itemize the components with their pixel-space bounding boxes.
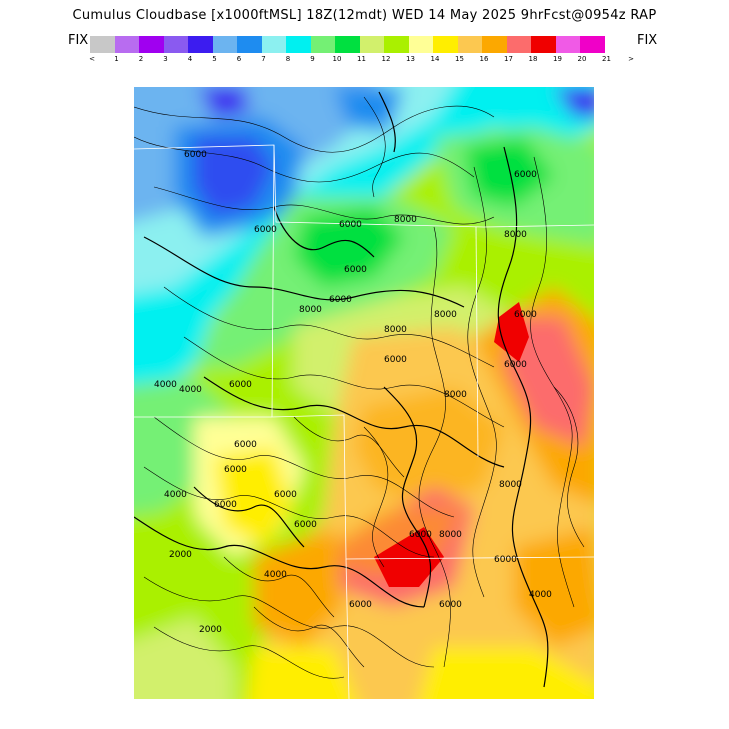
legend-swatch: [139, 36, 164, 53]
legend-tick-label: 1: [114, 55, 119, 63]
contour-label: 2000: [199, 625, 222, 635]
contour-label: 6000: [329, 295, 352, 305]
legend-swatch: [506, 36, 531, 53]
contour-label: 4000: [164, 490, 187, 500]
legend-swatch: [286, 36, 311, 53]
legend-swatch: [555, 36, 580, 53]
legend-tick-label: 19: [553, 55, 562, 63]
contour-label: 8000: [499, 480, 522, 490]
cloudbase-map: 6000 6000 6000 8000 6000 6000 6000 8000 6000 4000…: [134, 87, 594, 699]
legend-tick-label: 8: [285, 55, 291, 63]
fix-label-left: FIX: [68, 33, 89, 48]
high-cores: [374, 302, 529, 587]
contour-label: 6000: [224, 465, 247, 475]
contour-label: 6000: [409, 530, 432, 540]
legend-tick-label: 12: [381, 55, 391, 63]
contour-label: 4000: [264, 570, 287, 580]
contour-label: 6000: [494, 555, 517, 565]
contour-label: 4000: [179, 385, 202, 395]
contour-label: 6000: [294, 520, 317, 530]
legend-swatch: [237, 36, 262, 53]
legend-tick-label: 6: [236, 55, 242, 63]
contour-label: 8000: [299, 305, 322, 315]
legend-tick-label: 16: [479, 55, 489, 63]
legend-swatch: [188, 36, 213, 53]
legend-tick-label: 11: [357, 55, 366, 63]
legend-swatch: [335, 36, 360, 53]
legend-swatch: [90, 36, 115, 53]
legend-swatch: [114, 36, 139, 53]
contour-label: 8000: [504, 230, 527, 240]
contour-labels: 6000 6000 6000 8000 6000 6000 6000 8000 6000 4000…: [154, 150, 552, 635]
legend-tick-labels: <1 2 3 4 5 6 7 8 9 10 11 12 13 14 15 16 17 18 19 20 21 >: [89, 55, 639, 67]
contour-label: 8000: [384, 325, 407, 335]
contour-label: 6000: [344, 265, 367, 275]
contour-label: 8000: [444, 390, 467, 400]
legend-tick-label: 14: [430, 55, 440, 63]
legend-tick-label: 5: [212, 55, 217, 63]
legend-tick-label: 3: [163, 55, 168, 63]
legend-swatch: [310, 36, 335, 53]
legend-tick-label: 7: [261, 55, 266, 63]
contour-label: 2000: [169, 550, 192, 560]
legend-swatch: [163, 36, 188, 53]
legend-tick-label: 9: [310, 55, 315, 63]
legend-tick-label: 21: [602, 55, 611, 63]
legend-tick-label: >: [628, 55, 634, 63]
legend-tick-label: 10: [332, 55, 342, 63]
contour-label: 4000: [529, 590, 552, 600]
contour-label: 6000: [229, 380, 252, 390]
legend-swatch: [482, 36, 507, 53]
legend-tick-label: 20: [577, 55, 587, 63]
legend-swatch: [433, 36, 458, 53]
legend-tick-label: 4: [187, 55, 193, 63]
legend-tick-label: 13: [406, 55, 415, 63]
legend-swatch: [457, 36, 482, 53]
legend-tick-label: 17: [504, 55, 513, 63]
legend-swatch: [384, 36, 409, 53]
contour-label: 6000: [504, 360, 527, 370]
contour-label: 6000: [349, 600, 372, 610]
contour-label: 6000: [274, 490, 297, 500]
contour-label: 8000: [439, 530, 462, 540]
contour-label: 6000: [384, 355, 407, 365]
contour-label: 8000: [434, 310, 457, 320]
contour-lines: [134, 91, 585, 688]
contour-label: 6000: [184, 150, 207, 160]
contour-label: 6000: [514, 170, 537, 180]
contour-label: 4000: [154, 380, 177, 390]
map-title: Cumulus Cloudbase [x1000ftMSL] 18Z(12mdt…: [72, 8, 657, 23]
legend-swatch: [531, 36, 556, 53]
legend-swatch: [359, 36, 384, 53]
contour-label: 6000: [439, 600, 462, 610]
legend-tick-label: 15: [455, 55, 464, 63]
contour-label: 6000: [514, 310, 537, 320]
legend-tick-label: <: [89, 55, 95, 63]
contour-label: 6000: [339, 220, 362, 230]
contour-label: 6000: [234, 440, 257, 450]
legend-tick-label: 2: [138, 55, 144, 63]
legend-swatch: [261, 36, 286, 53]
contour-label: 6000: [254, 225, 277, 235]
contour-label: 8000: [394, 215, 417, 225]
legend-swatch: [580, 36, 605, 53]
color-legend: [90, 36, 605, 53]
legend-swatch: [212, 36, 237, 53]
legend-swatch: [408, 36, 433, 53]
legend-tick-label: 18: [528, 55, 538, 63]
fix-label-right: FIX: [637, 33, 658, 48]
contour-label: 6000: [214, 500, 237, 510]
state-borders: [134, 144, 594, 699]
